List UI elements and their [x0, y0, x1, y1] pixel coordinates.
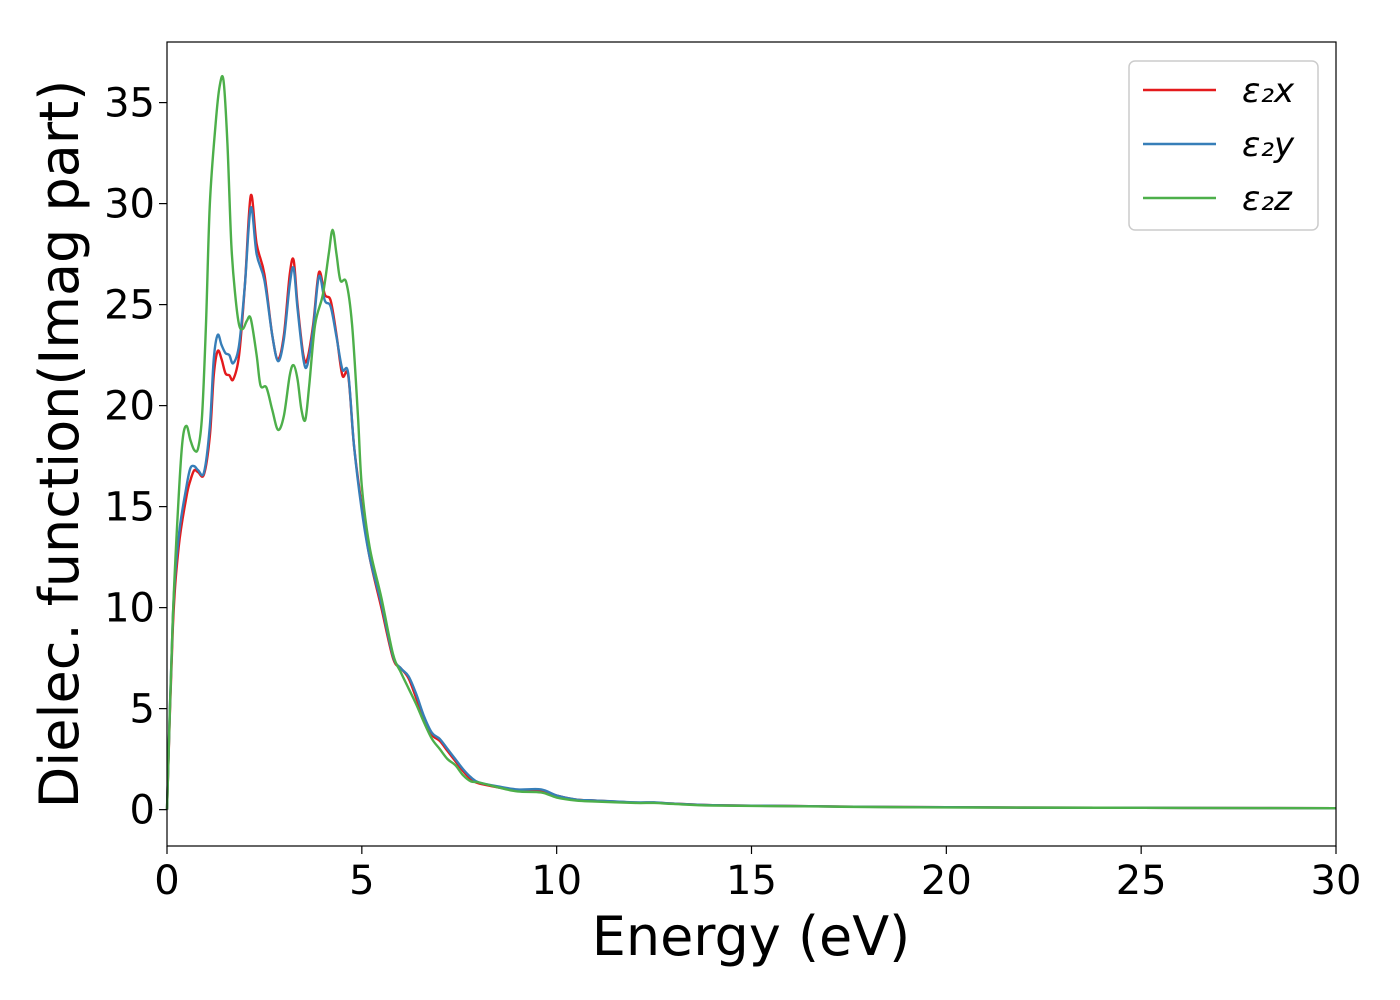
y-tick-label: 20: [104, 384, 155, 430]
y-tick-label: 0: [130, 788, 155, 834]
legend-label-2: ε₂y: [1242, 125, 1295, 165]
y-tick-label: 10: [104, 586, 155, 632]
y-tick-label: 35: [104, 81, 155, 127]
x-tick-label: 15: [726, 858, 777, 904]
series-line-3: [165, 75, 1337, 810]
legend-label-3: ε₂z: [1242, 179, 1293, 219]
y-tick-label: 25: [104, 283, 155, 329]
y-tick-label: 15: [104, 485, 155, 531]
legend-label-1: ε₂x: [1242, 71, 1295, 111]
x-axis-label: Energy (eV): [592, 905, 911, 968]
y-tick-label: 5: [130, 687, 155, 733]
x-tick-label: 20: [921, 858, 972, 904]
legend-box: [1128, 60, 1319, 231]
x-axis-ticks: 0 5 10 15 20 25 30: [154, 846, 1361, 904]
x-tick-label: 0: [154, 858, 179, 904]
x-tick-label: 5: [349, 858, 374, 904]
series-layer: [165, 75, 1337, 810]
x-tick-label: 25: [1116, 858, 1167, 904]
y-tick-label: 30: [104, 182, 155, 228]
legend: ε₂x ε₂y ε₂z: [1128, 60, 1319, 231]
y-axis-label: Dielec. function(Imag part): [28, 80, 91, 809]
x-tick-label: 10: [531, 858, 582, 904]
x-tick-label: 30: [1311, 858, 1362, 904]
y-axis-ticks: 0 5 10 15 20 25 30 35: [104, 81, 167, 834]
